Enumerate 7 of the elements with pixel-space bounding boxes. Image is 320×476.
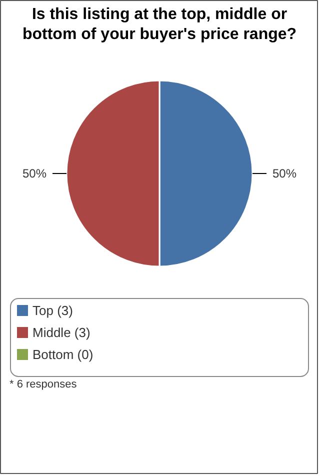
legend-label: Top (3) <box>32 303 73 318</box>
chart-title: Is this listing at the top, middle or bottom of your buyer's price range? <box>22 6 297 43</box>
legend-label: Middle (3) <box>32 325 90 340</box>
text: * 6 responses <box>10 378 78 390</box>
data-label: 50% <box>272 166 297 180</box>
legend-label: Bottom (0) <box>32 347 94 362</box>
data-label: 50% <box>22 166 47 180</box>
